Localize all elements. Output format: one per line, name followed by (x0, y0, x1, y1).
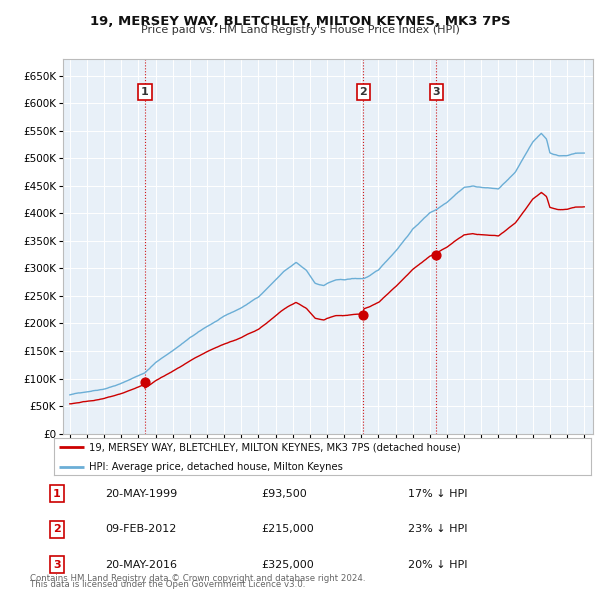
Point (431, 250, 441, 260)
Text: £325,000: £325,000 (261, 560, 314, 569)
Point (358, 310, 368, 320)
Text: 1: 1 (141, 87, 149, 97)
Text: £215,000: £215,000 (261, 525, 314, 534)
Text: 3: 3 (53, 560, 61, 569)
Text: 2: 2 (53, 525, 61, 534)
Text: 09-FEB-2012: 09-FEB-2012 (105, 525, 176, 534)
Text: HPI: Average price, detached house, Milton Keynes: HPI: Average price, detached house, Milt… (89, 462, 343, 472)
Text: 23% ↓ HPI: 23% ↓ HPI (408, 525, 467, 534)
Text: Contains HM Land Registry data © Crown copyright and database right 2024.: Contains HM Land Registry data © Crown c… (30, 574, 365, 583)
Text: 20-MAY-1999: 20-MAY-1999 (105, 489, 177, 499)
Text: 19, MERSEY WAY, BLETCHLEY, MILTON KEYNES, MK3 7PS: 19, MERSEY WAY, BLETCHLEY, MILTON KEYNES… (89, 15, 511, 28)
Text: 1: 1 (53, 489, 61, 499)
Text: 20% ↓ HPI: 20% ↓ HPI (408, 560, 467, 569)
Text: 17% ↓ HPI: 17% ↓ HPI (408, 489, 467, 499)
Text: £93,500: £93,500 (261, 489, 307, 499)
Point (140, 378, 150, 387)
Text: Price paid vs. HM Land Registry's House Price Index (HPI): Price paid vs. HM Land Registry's House … (140, 25, 460, 35)
Text: This data is licensed under the Open Government Licence v3.0.: This data is licensed under the Open Gov… (30, 581, 305, 589)
Text: 2: 2 (359, 87, 367, 97)
Text: 3: 3 (433, 87, 440, 97)
Text: 20-MAY-2016: 20-MAY-2016 (105, 560, 177, 569)
Text: 19, MERSEY WAY, BLETCHLEY, MILTON KEYNES, MK3 7PS (detached house): 19, MERSEY WAY, BLETCHLEY, MILTON KEYNES… (89, 442, 461, 452)
